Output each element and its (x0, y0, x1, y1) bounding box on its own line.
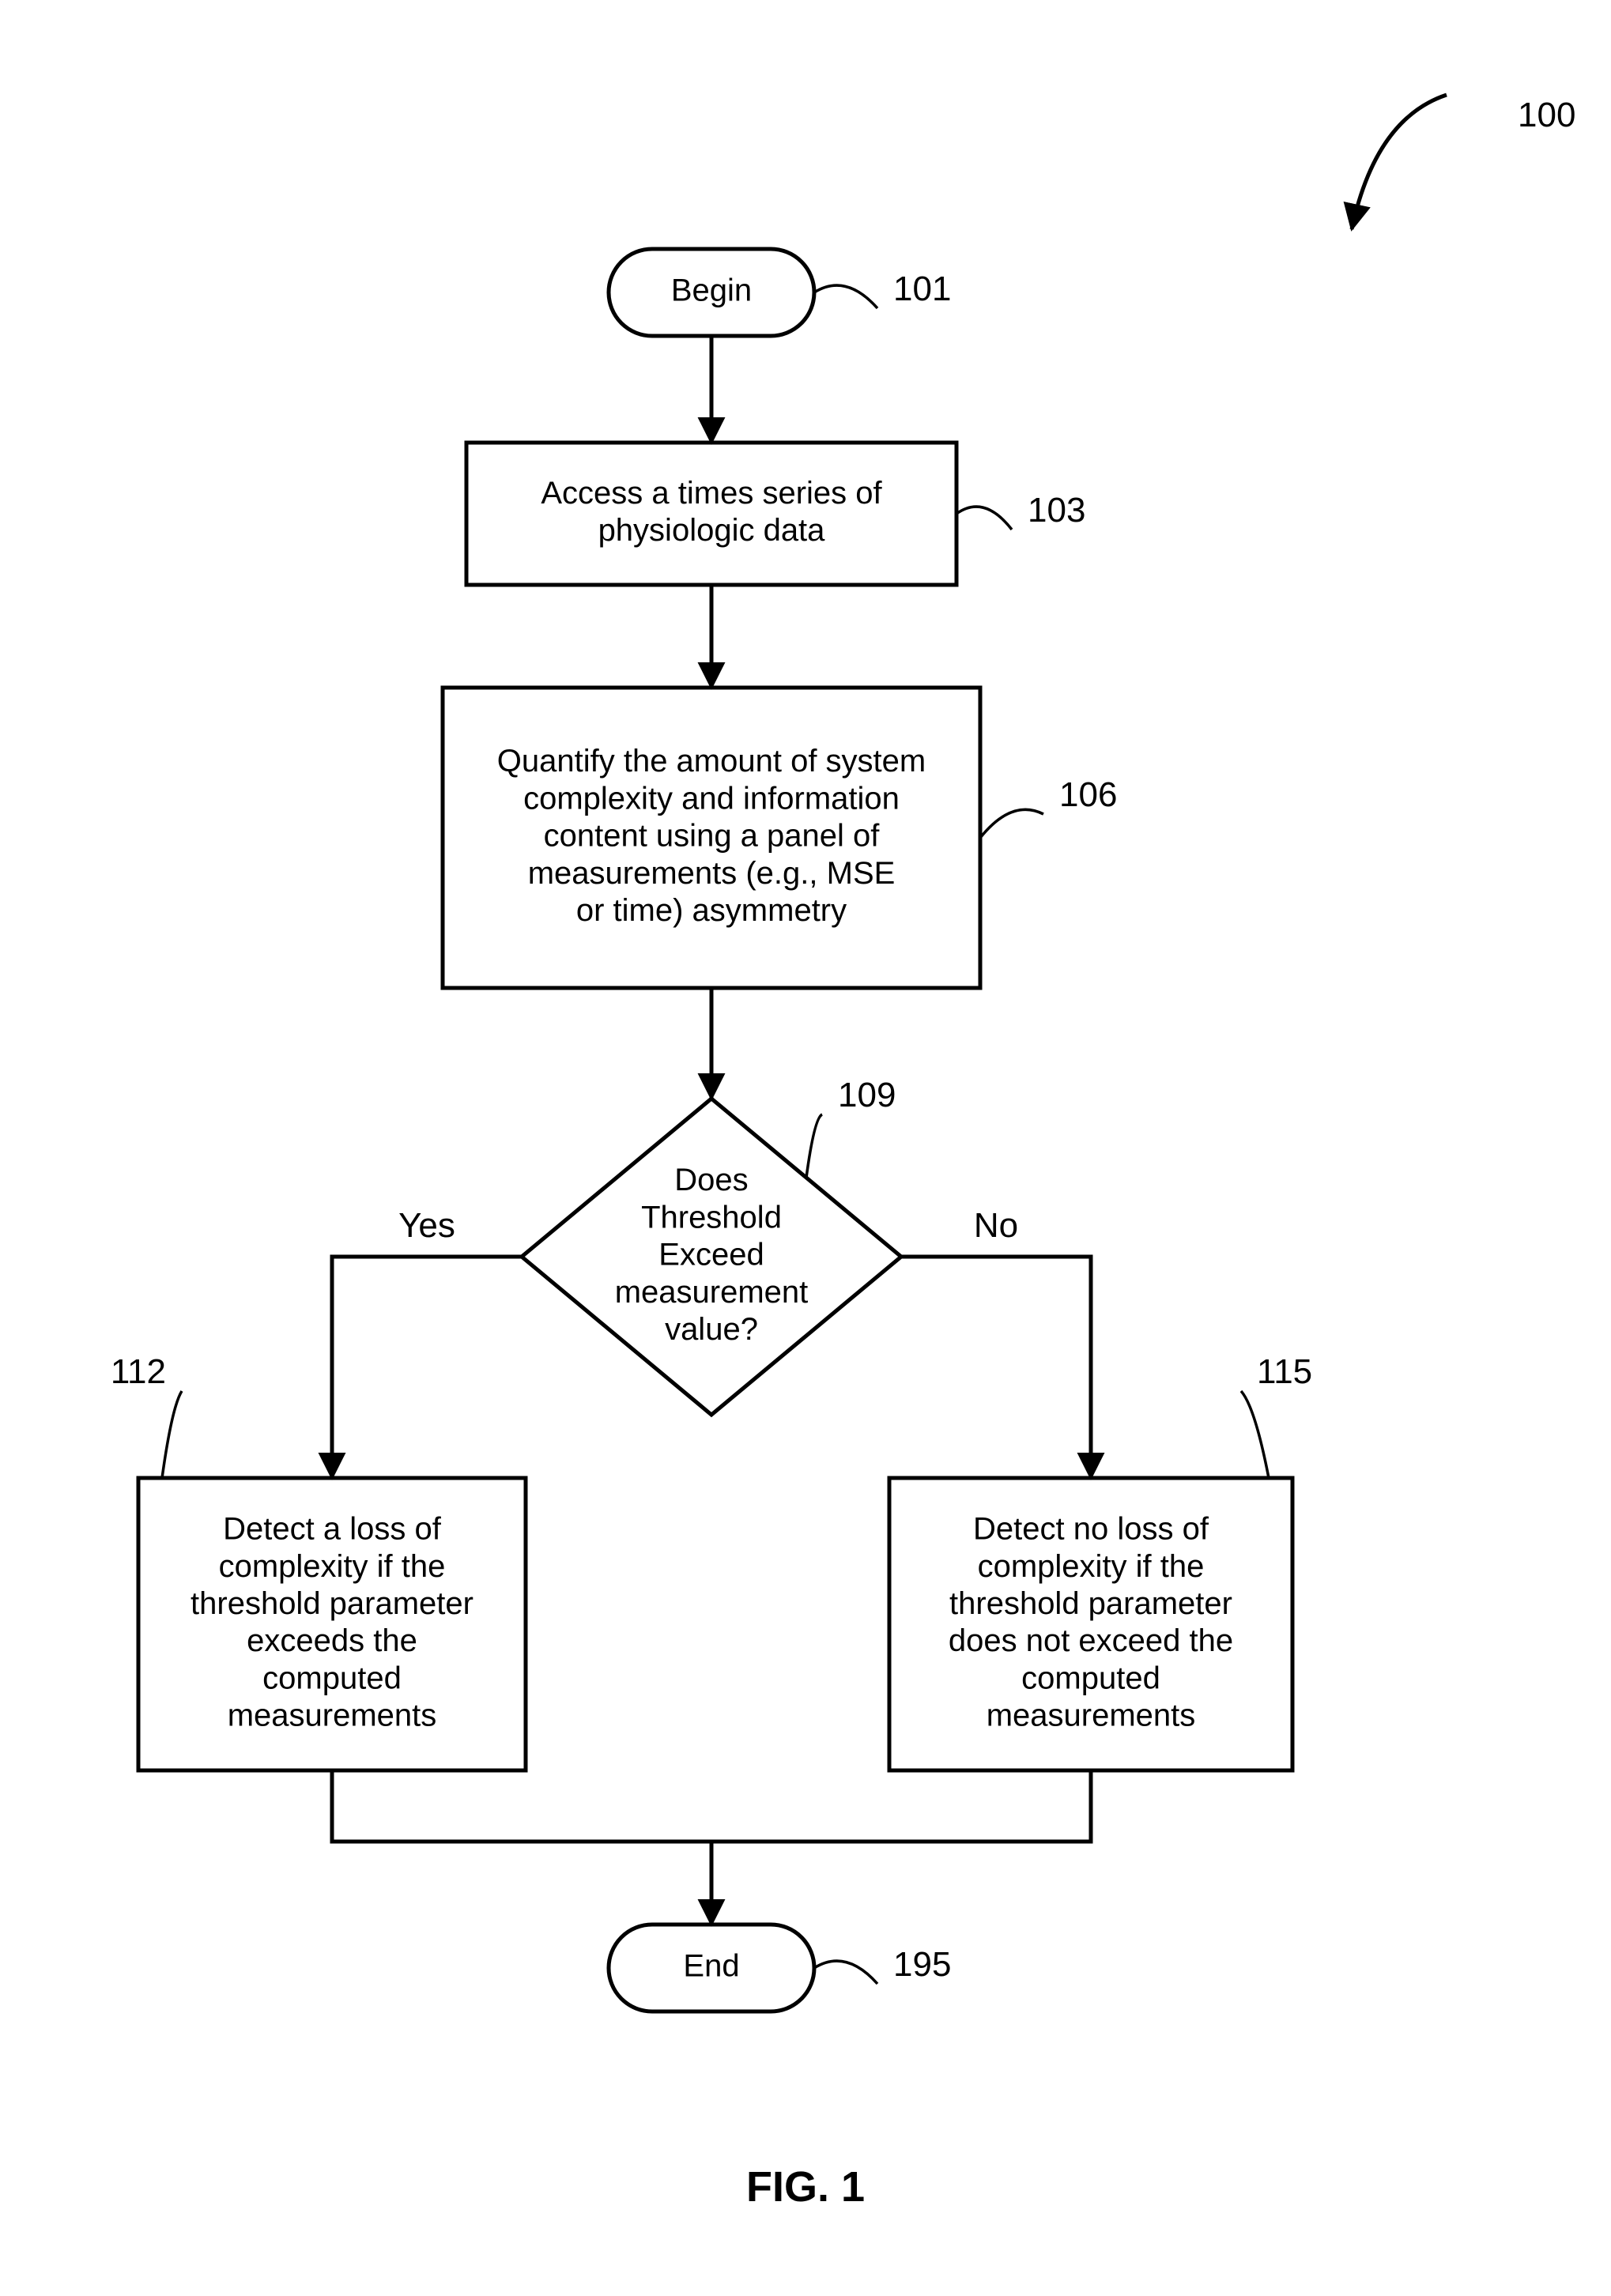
svg-text:measurement: measurement (615, 1275, 809, 1310)
label-end: 195 (893, 1945, 951, 1984)
label-access: 103 (1028, 491, 1085, 530)
figure-label: 100 (1518, 96, 1575, 134)
svg-text:threshold parameter: threshold parameter (949, 1586, 1232, 1621)
svg-text:computed: computed (262, 1661, 402, 1695)
leader-begin (814, 285, 877, 308)
svg-text:Detect no loss of: Detect no loss of (973, 1512, 1209, 1547)
svg-text:Does: Does (674, 1163, 748, 1197)
edge-label-no: No (974, 1206, 1018, 1245)
edge-decision-no_box (901, 1257, 1091, 1478)
leader-quantify (980, 809, 1043, 838)
svg-text:threshold parameter: threshold parameter (191, 1586, 473, 1621)
svg-text:complexity if the: complexity if the (978, 1549, 1205, 1584)
svg-text:exceeds the: exceeds the (247, 1623, 417, 1658)
label-no_box: 115 (1257, 1352, 1312, 1391)
edge-decision-yes_box (332, 1257, 522, 1478)
svg-text:value?: value? (665, 1312, 758, 1347)
svg-text:or time) asymmetry: or time) asymmetry (576, 893, 847, 928)
node-text-end: End (683, 1949, 739, 1984)
svg-text:content using a panel of: content using a panel of (544, 819, 881, 854)
svg-text:complexity if the: complexity if the (219, 1549, 446, 1584)
edge-yes-merge (332, 1770, 711, 1842)
svg-text:does not exceed the: does not exceed the (949, 1623, 1233, 1658)
label-quantify: 106 (1059, 775, 1117, 814)
svg-text:Threshold: Threshold (641, 1200, 782, 1235)
svg-text:physiologic data: physiologic data (598, 513, 826, 548)
edge-no-merge (711, 1770, 1091, 1842)
svg-text:measurements (e.g., MSE: measurements (e.g., MSE (528, 856, 896, 891)
label-decision: 109 (838, 1076, 896, 1114)
svg-text:Quantify the amount of system: Quantify the amount of system (497, 744, 926, 779)
svg-text:measurements: measurements (228, 1698, 437, 1733)
leader-no_box (1241, 1391, 1269, 1478)
figure-label-leader (1352, 95, 1447, 229)
label-begin: 101 (893, 270, 951, 308)
svg-text:computed: computed (1021, 1661, 1160, 1695)
figure-title: FIG. 1 (746, 2163, 865, 2211)
svg-text:End: End (683, 1949, 739, 1984)
svg-text:Exceed: Exceed (658, 1238, 764, 1272)
svg-text:Begin: Begin (671, 273, 752, 308)
leader-end (814, 1961, 877, 1984)
svg-text:Access a times series of: Access a times series of (541, 476, 882, 511)
svg-text:complexity and information: complexity and information (523, 781, 900, 816)
svg-text:measurements: measurements (987, 1698, 1196, 1733)
leader-yes_box (162, 1391, 182, 1478)
leader-decision (806, 1114, 822, 1178)
label-yes_box: 112 (111, 1352, 166, 1391)
svg-text:Detect a loss of: Detect a loss of (223, 1512, 442, 1547)
node-text-begin: Begin (671, 273, 752, 308)
leader-access (956, 507, 1012, 530)
edge-label-yes: Yes (398, 1206, 455, 1245)
